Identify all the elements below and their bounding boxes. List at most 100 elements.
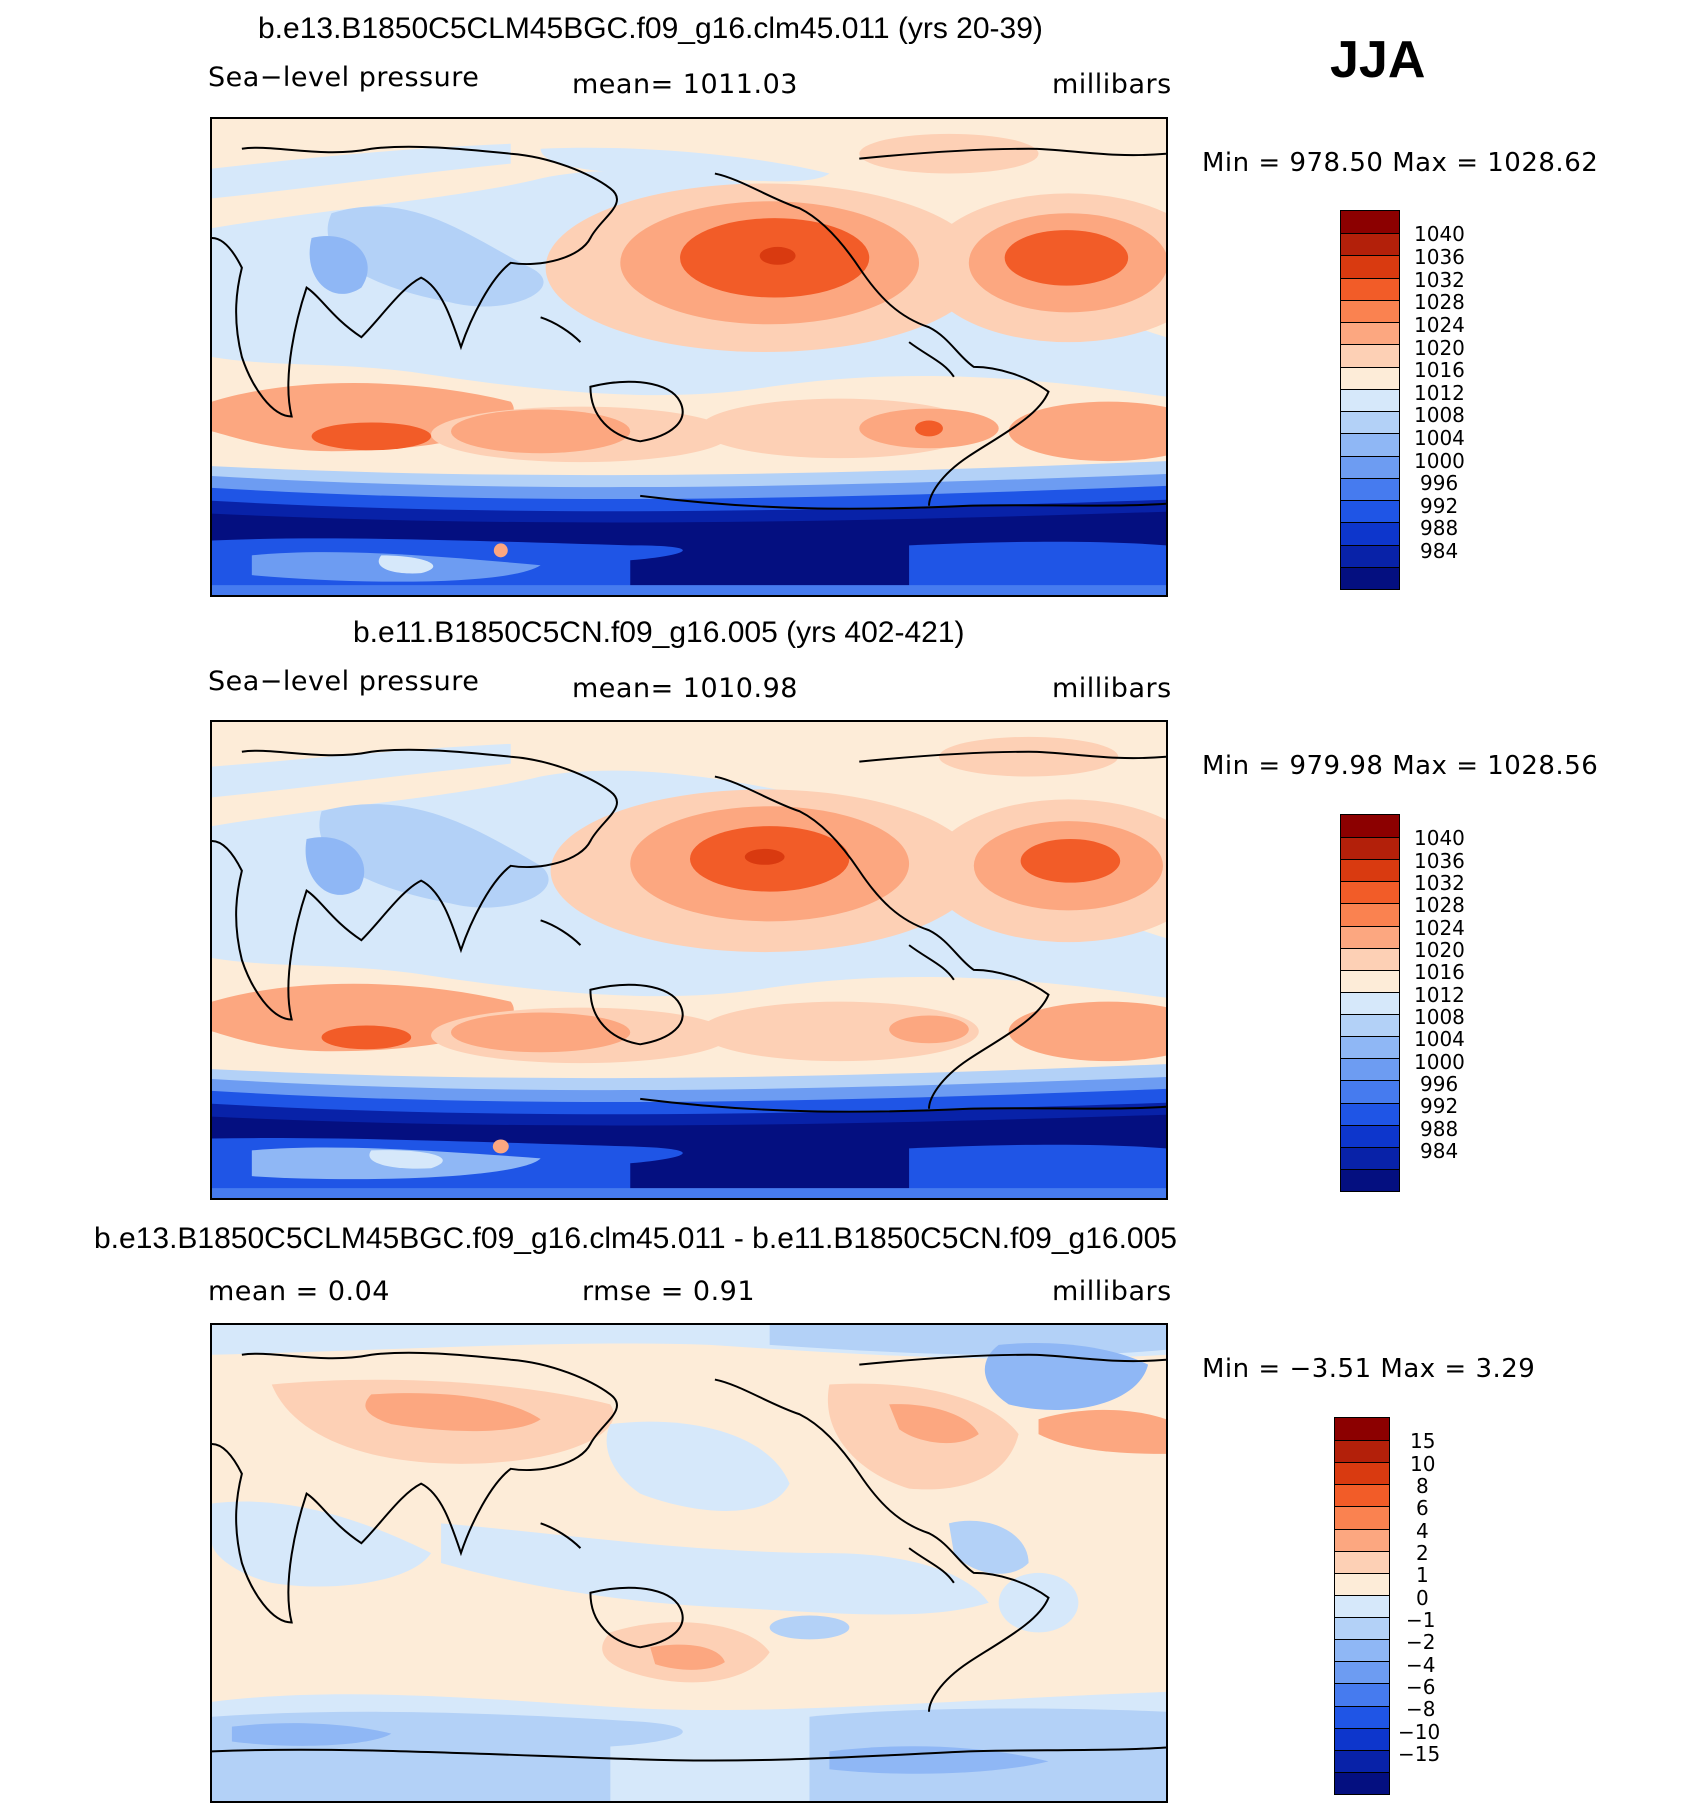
colorbar-box [1341,233,1399,256]
colorbar-label: 1016 [1414,358,1465,382]
colorbar-box [1341,815,1399,838]
panel-2-title: b.e11.B1850C5CN.f09_g16.005 (yrs 402-421… [353,616,965,649]
colorbar-box [1341,1102,1399,1125]
panel-3-mean-label: mean = 0.04 [208,1276,390,1307]
colorbar-label: 1004 [1414,1027,1465,1051]
panel-1-mean-label: mean= 1011.03 [572,69,798,100]
colorbar-box [1341,837,1399,860]
colorbar-box [1341,277,1399,300]
panel-2-map [210,720,1168,1200]
panel-2-units-label: millibars [1052,673,1172,704]
colorbar-box [1341,500,1399,523]
colorbar-box [1341,859,1399,882]
colorbar-label: 992 [1420,1094,1459,1118]
colorbar-box [1341,925,1399,948]
panel-3-map [210,1323,1168,1803]
colorbar-label: −15 [1398,1742,1441,1766]
colorbar-label: 15 [1410,1429,1436,1453]
colorbar-label: 996 [1420,1072,1459,1096]
panel-3-units-label: millibars [1052,1276,1172,1307]
colorbar-label: −6 [1406,1675,1436,1699]
panel-1-map-svg [212,119,1166,595]
colorbar-box [1341,366,1399,389]
colorbar-label: −8 [1406,1697,1436,1721]
panel-1-minmax: Min = 978.50 Max = 1028.62 [1202,148,1599,178]
colorbar-box [1341,544,1399,567]
colorbar-label: 988 [1420,516,1459,540]
colorbar-box [1341,991,1399,1015]
colorbar-box [1335,1440,1389,1463]
colorbar-label: 1008 [1414,1005,1465,1029]
colorbar-label: 1032 [1414,871,1465,895]
colorbar-box [1341,255,1399,278]
colorbar-box [1341,388,1399,412]
colorbar-box [1335,1572,1389,1595]
colorbar-label: −1 [1406,1608,1436,1632]
colorbar-box [1335,1462,1389,1485]
colorbar-box [1341,903,1399,926]
colorbar-label: 1028 [1414,893,1465,917]
colorbar-label: 1020 [1414,336,1465,360]
colorbar-label: 10 [1410,1452,1436,1476]
colorbar-box [1341,566,1399,589]
colorbar-box [1341,1036,1399,1059]
colorbar-label: 2 [1416,1541,1429,1565]
colorbar-box [1335,1617,1389,1640]
colorbar-box [1341,299,1399,323]
colorbar-label: 1016 [1414,960,1465,984]
panel-3-rmse-label: rmse = 0.91 [582,1276,756,1307]
colorbar-label: 1020 [1414,938,1465,962]
colorbar-label: 1012 [1414,983,1465,1007]
colorbar-label: 1024 [1414,313,1465,337]
panel-1-colorbar [1340,210,1400,590]
panel-2-minmax: Min = 979.98 Max = 1028.56 [1202,751,1599,781]
colorbar-box [1341,411,1399,434]
colorbar-box [1341,969,1399,992]
panel-2-variable-label: Sea−level pressure [208,666,480,697]
colorbar-box [1335,1506,1389,1529]
colorbar-box [1341,947,1399,970]
colorbar-box [1335,1727,1389,1750]
colorbar-label: 988 [1420,1117,1459,1141]
colorbar-label: 4 [1416,1519,1429,1543]
colorbar-box [1341,344,1399,367]
colorbar-label: 1012 [1414,381,1465,405]
colorbar-box [1335,1484,1389,1507]
colorbar-label: 1028 [1414,290,1465,314]
colorbar-box [1335,1528,1389,1551]
panel-3-colorbar [1334,1417,1390,1795]
colorbar-box [1335,1683,1389,1706]
colorbar-box [1335,1639,1389,1662]
colorbar-label: 6 [1416,1496,1429,1520]
colorbar-label: −2 [1406,1630,1436,1654]
colorbar-label: 1024 [1414,916,1465,940]
panel-2-colorbar [1340,814,1400,1192]
colorbar-box [1341,433,1399,456]
colorbar-label: 8 [1416,1474,1429,1498]
colorbar-label: 0 [1416,1586,1429,1610]
panel-2-mean-label: mean= 1010.98 [572,673,798,704]
colorbar-label: 1040 [1414,222,1465,246]
colorbar-box [1335,1594,1389,1618]
colorbar-label: 1000 [1414,449,1465,473]
panel-1-units-label: millibars [1052,69,1172,100]
colorbar-box [1341,322,1399,345]
season-label: JJA [1330,31,1426,89]
colorbar-box [1341,455,1399,478]
colorbar-box [1341,1014,1399,1037]
colorbar-box [1335,1705,1389,1728]
colorbar-label: 1036 [1414,849,1465,873]
colorbar-label: 992 [1420,494,1459,518]
colorbar-box [1335,1550,1389,1573]
colorbar-label: −10 [1398,1720,1441,1744]
colorbar-box [1335,1661,1389,1684]
colorbar-label: 1 [1416,1563,1429,1587]
colorbar-label: 1004 [1414,426,1465,450]
colorbar-box [1341,881,1399,904]
colorbar-box [1341,522,1399,545]
panel-3-map-svg [212,1325,1166,1801]
colorbar-box [1341,211,1399,234]
colorbar-label: 1032 [1414,268,1465,292]
colorbar-label: 984 [1420,539,1459,563]
colorbar-box [1335,1749,1389,1772]
